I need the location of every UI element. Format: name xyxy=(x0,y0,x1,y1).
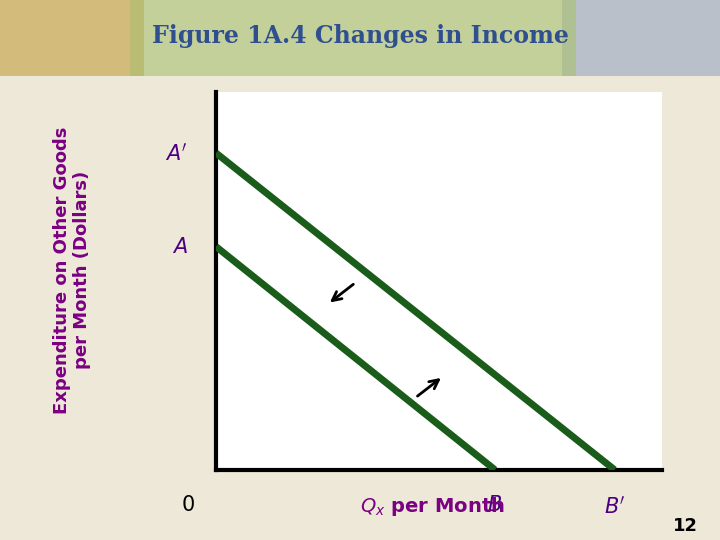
Bar xyxy=(130,0,576,76)
Text: $A'$: $A'$ xyxy=(166,142,188,164)
Text: $A$: $A$ xyxy=(172,237,188,256)
Text: Expenditure on Other Goods
per Month (Dollars): Expenditure on Other Goods per Month (Do… xyxy=(53,126,91,414)
Text: Figure 1A.4 Changes in Income: Figure 1A.4 Changes in Income xyxy=(152,24,568,48)
Text: $B'$: $B'$ xyxy=(604,495,626,517)
Text: $B$: $B$ xyxy=(487,495,503,515)
Text: $Q_x$ per Month: $Q_x$ per Month xyxy=(359,495,505,518)
Text: $0$: $0$ xyxy=(181,495,195,515)
Bar xyxy=(562,0,720,76)
Bar xyxy=(0,0,144,76)
Text: 12: 12 xyxy=(673,517,698,535)
